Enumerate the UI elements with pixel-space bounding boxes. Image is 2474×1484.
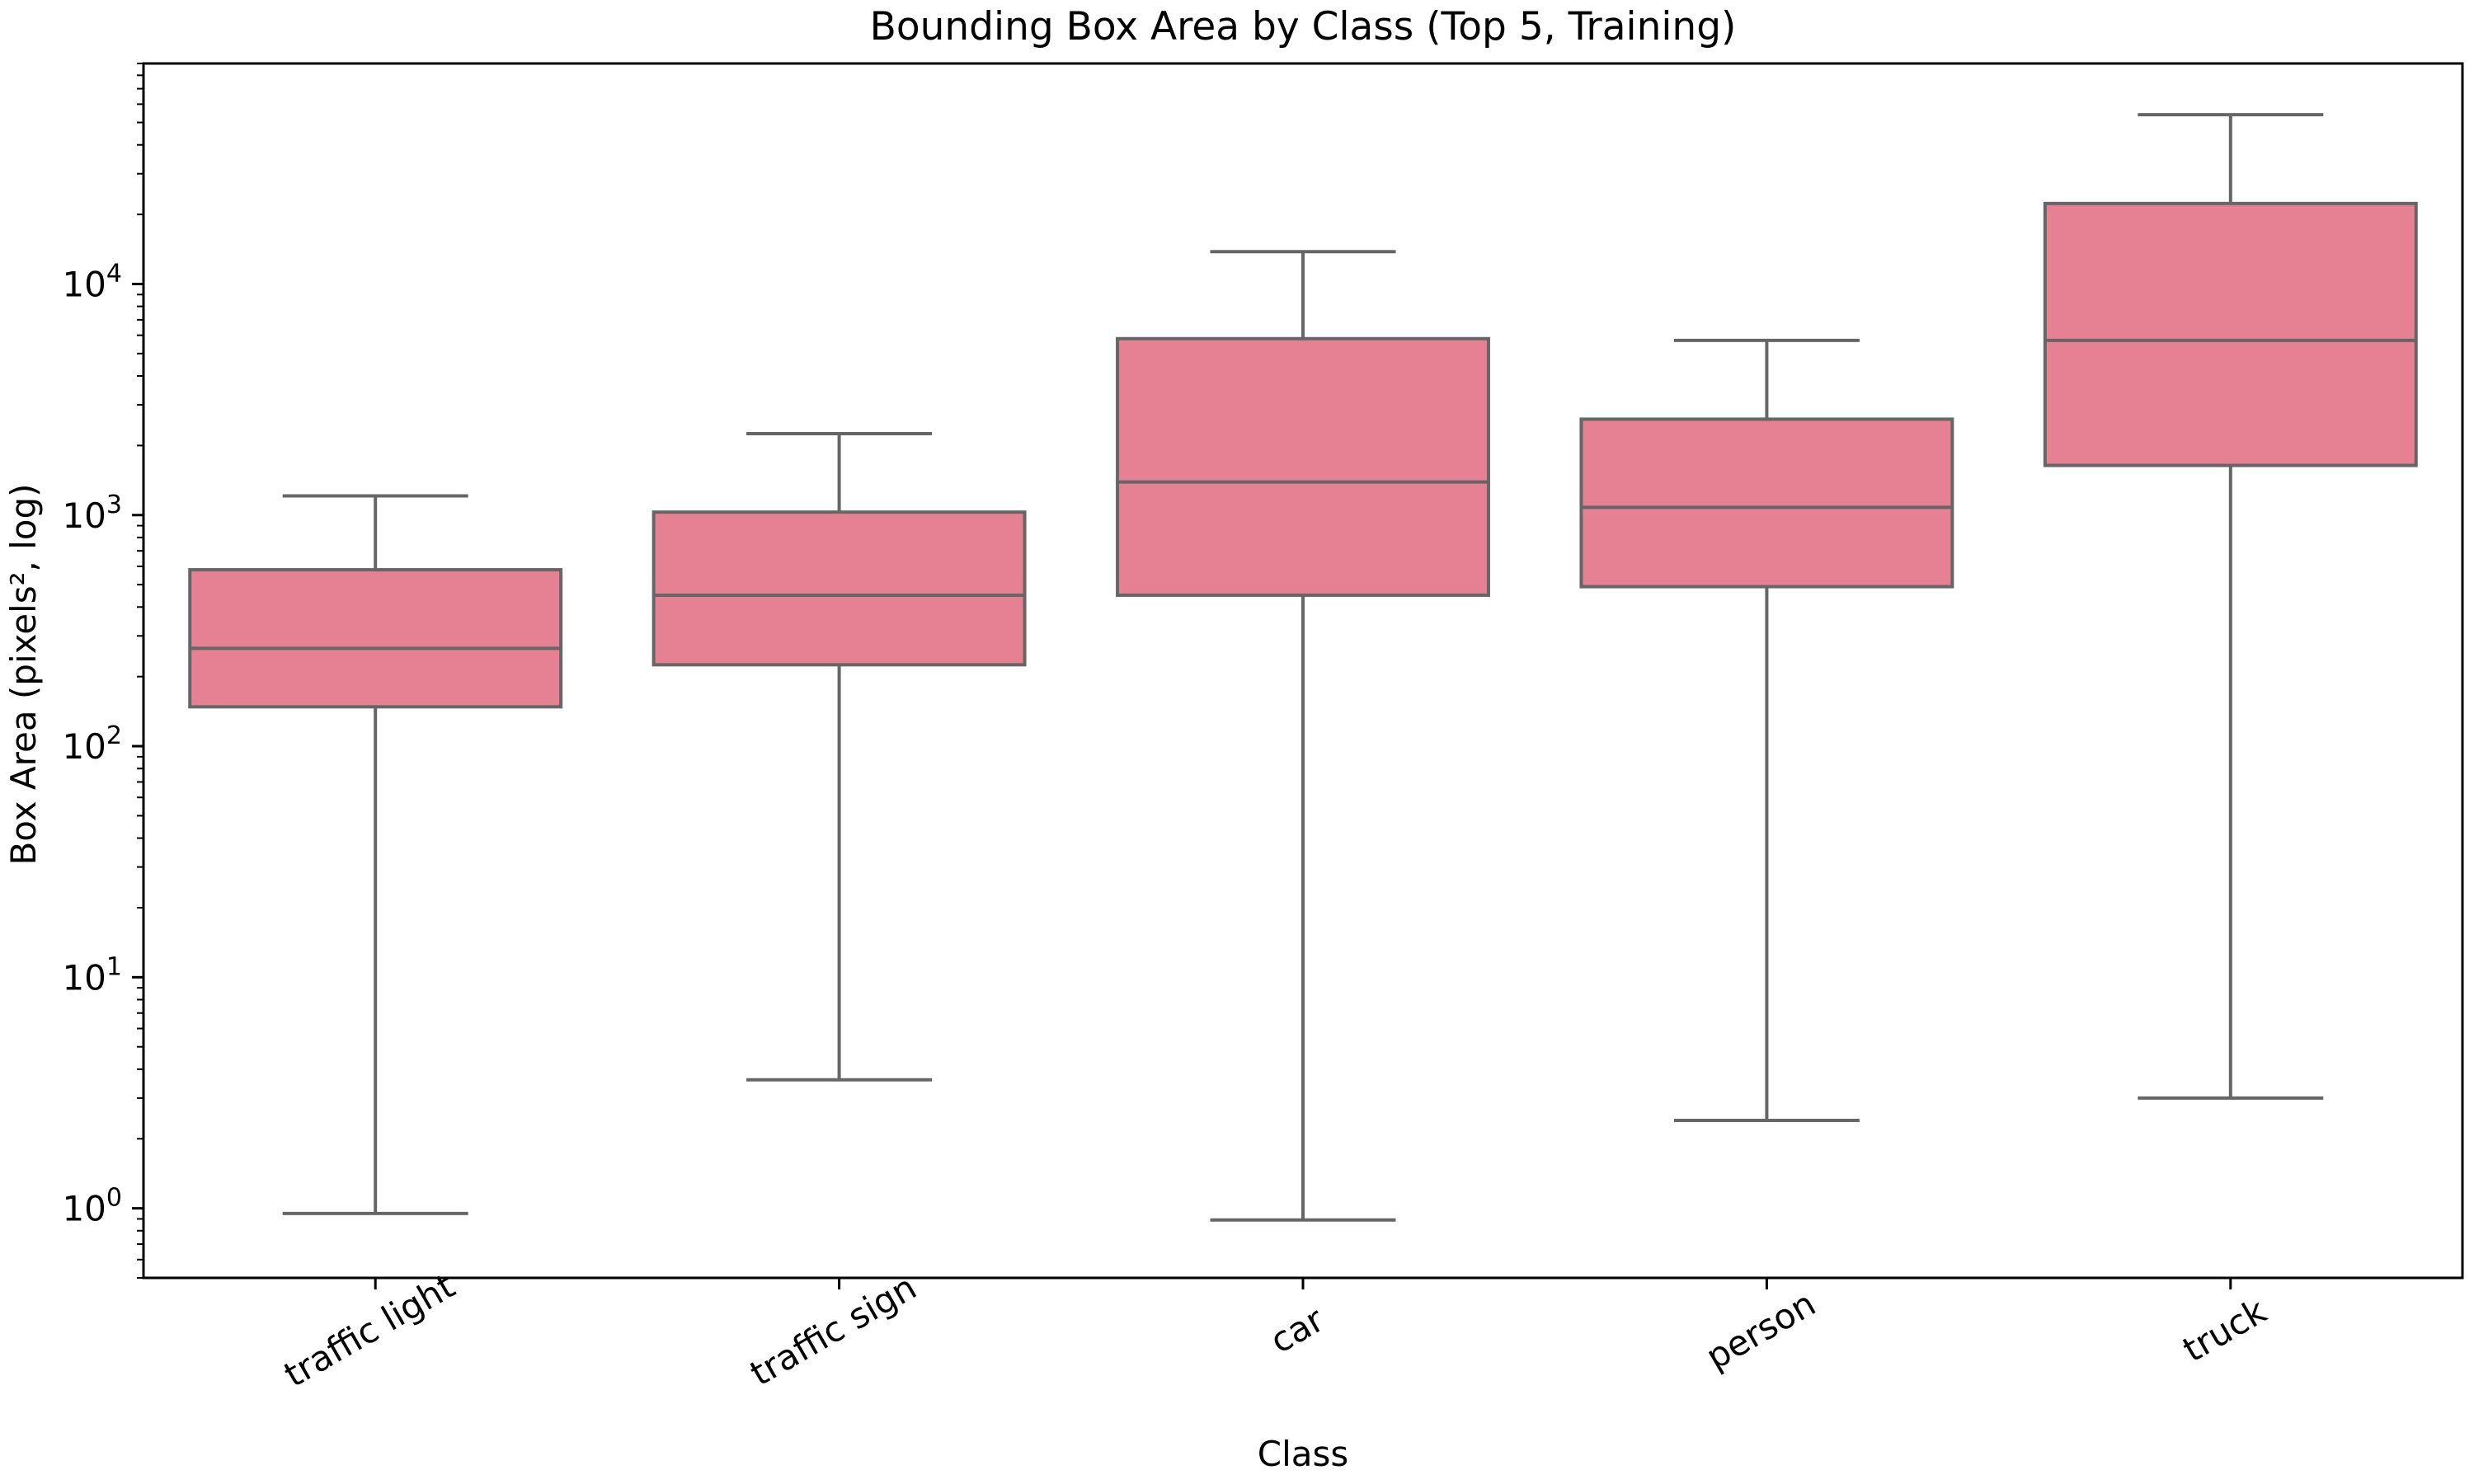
y-tick-label: 100 — [62, 1184, 122, 1229]
y-tick-label-base: 10 — [62, 264, 106, 304]
x-tick-label: traffic light — [277, 1266, 461, 1395]
y-tick-label-base: 10 — [62, 1189, 106, 1229]
box-traffic-sign — [651, 510, 1027, 667]
y-tick-label-exponent: 1 — [106, 952, 122, 981]
box-group-traffic-sign — [651, 432, 1027, 1082]
y-axis-label: Box Area (pixels², log) — [3, 483, 44, 865]
x-axis-label: Class — [1258, 1434, 1349, 1474]
y-tick-label-base: 10 — [62, 495, 106, 536]
x-axis-ticks: traffic light traffic sign car person truck — [277, 1266, 2274, 1395]
y-tick-label-base: 10 — [62, 957, 106, 998]
y-tick-label: 104 — [62, 259, 122, 304]
y-tick-label: 102 — [62, 721, 122, 767]
y-tick-label: 101 — [62, 952, 122, 998]
y-tick-label-exponent: 3 — [106, 491, 122, 519]
box-traffic-light — [188, 568, 563, 709]
y-tick-label-base: 10 — [62, 726, 106, 767]
y-tick-label-exponent: 2 — [106, 721, 122, 750]
box-group-car — [1116, 250, 1490, 1222]
chart-title: Bounding Box Area by Class (Top 5, Train… — [870, 4, 1737, 49]
box-group-truck — [2043, 113, 2418, 1100]
box-car — [1116, 336, 1490, 597]
y-tick-label-exponent: 4 — [106, 259, 122, 288]
x-tick-label: truck — [2176, 1290, 2274, 1370]
box-truck — [2043, 201, 2418, 467]
x-tick-label: car — [1263, 1298, 1331, 1361]
x-tick-label: person — [1700, 1283, 1823, 1377]
plot-frame — [142, 62, 2464, 1280]
x-tick-label: traffic sign — [743, 1266, 923, 1393]
y-tick-label-exponent: 0 — [106, 1184, 122, 1213]
y-tick-label: 103 — [62, 491, 122, 536]
box-group-traffic-light — [188, 494, 563, 1215]
box-group-person — [1579, 338, 1954, 1123]
plot-marks — [188, 113, 2418, 1222]
box-person — [1579, 417, 1954, 589]
